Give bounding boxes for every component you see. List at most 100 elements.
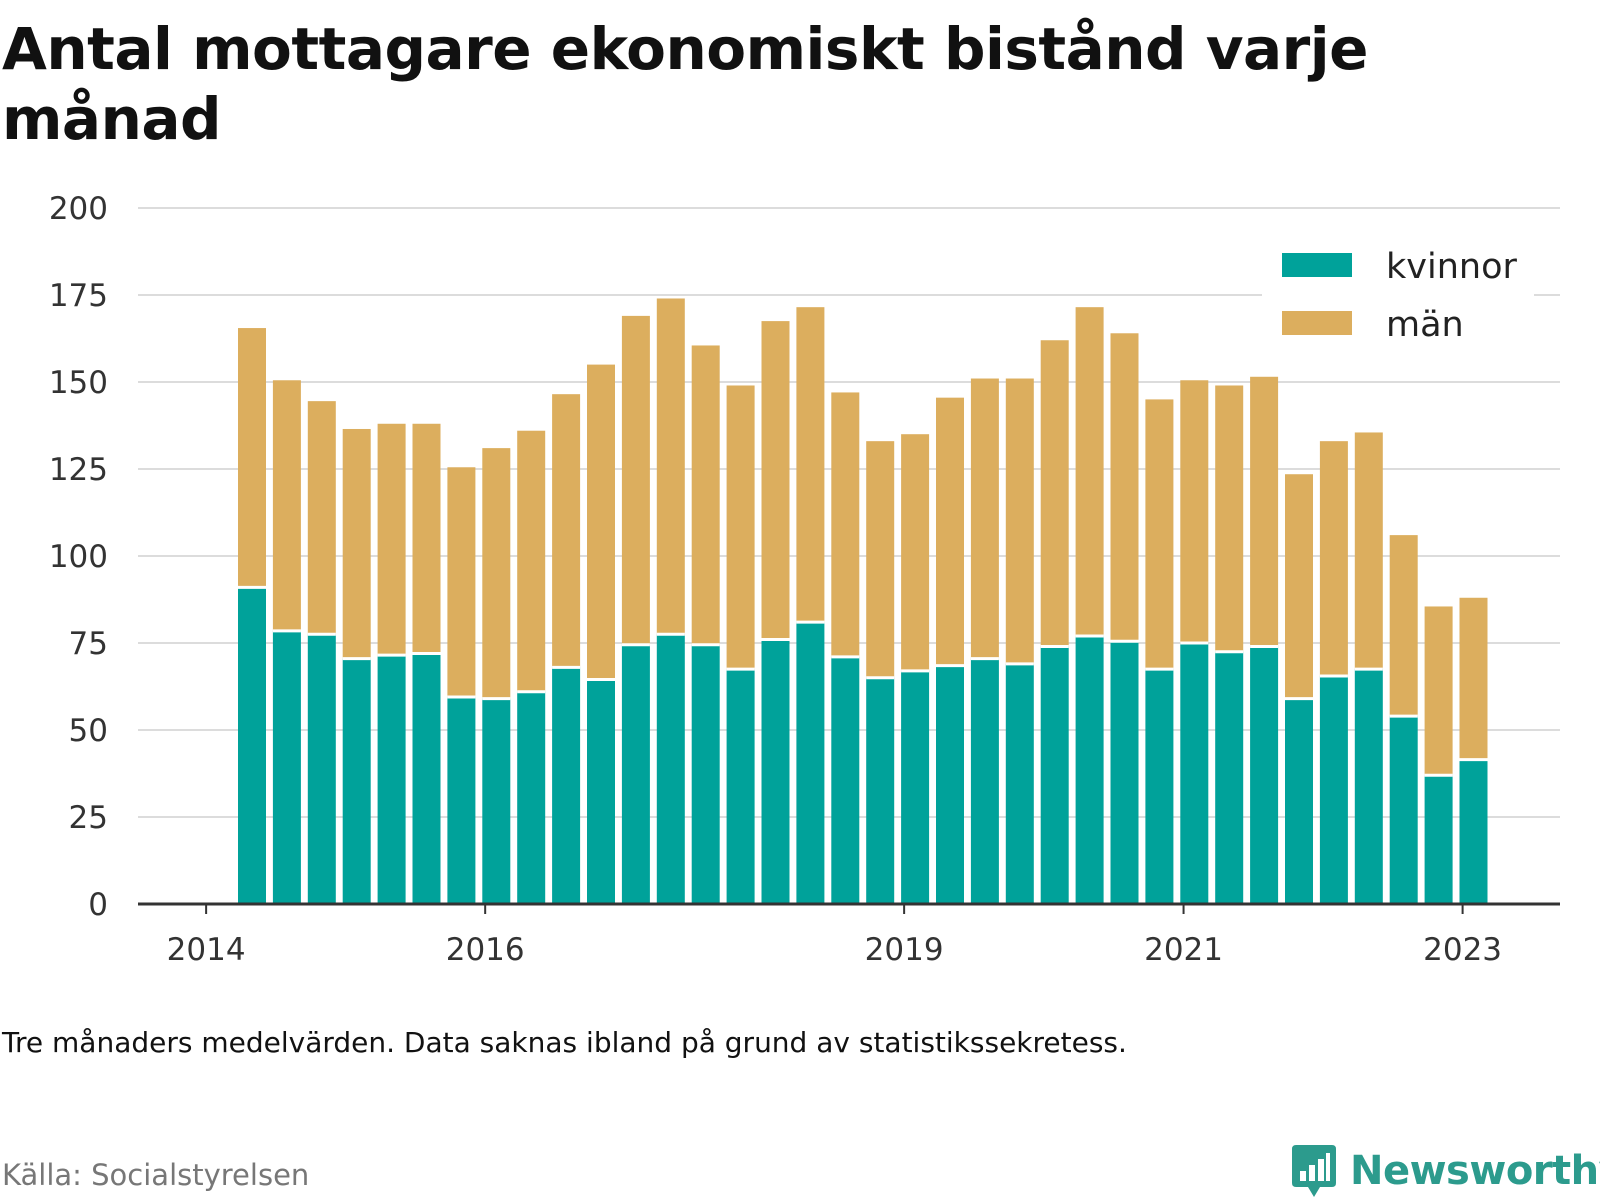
bar-man bbox=[1250, 376, 1279, 647]
bar-kvinnor bbox=[1424, 775, 1453, 904]
bar-kvinnor bbox=[1354, 669, 1383, 904]
bar-kvinnor bbox=[552, 667, 581, 904]
bar-man bbox=[1389, 535, 1418, 717]
bar-man bbox=[1319, 441, 1348, 677]
bar-man bbox=[866, 441, 895, 678]
bar-kvinnor bbox=[1319, 676, 1348, 904]
bar-kvinnor bbox=[726, 669, 755, 904]
bar-kvinnor bbox=[1040, 646, 1069, 904]
bar-man bbox=[1075, 307, 1104, 637]
bar-man bbox=[936, 397, 964, 666]
x-axis: 2014 2016 2019 2021 2023 bbox=[138, 902, 1560, 968]
bar-kvinnor bbox=[307, 634, 336, 904]
y-tick-label: 25 bbox=[69, 800, 108, 836]
bar-man bbox=[901, 434, 930, 671]
x-tick-label: 2019 bbox=[865, 932, 944, 968]
bar-man bbox=[1110, 333, 1139, 642]
bar-man bbox=[517, 430, 546, 692]
bar-man bbox=[342, 428, 371, 659]
bar-kvinnor bbox=[1389, 716, 1418, 904]
bar-kvinnor bbox=[1180, 643, 1209, 904]
x-tick-label: 2016 bbox=[446, 932, 525, 968]
y-tick-label: 100 bbox=[49, 539, 108, 575]
y-tick-label: 50 bbox=[69, 713, 108, 749]
bar-man bbox=[587, 364, 615, 680]
bar-kvinnor bbox=[1075, 636, 1104, 904]
bar-kvinnor bbox=[691, 644, 720, 904]
bar-man bbox=[272, 380, 301, 631]
y-tick-label: 0 bbox=[88, 887, 108, 923]
bar-man bbox=[307, 401, 336, 635]
bar-kvinnor bbox=[1285, 698, 1313, 904]
bar-man bbox=[552, 394, 581, 668]
bar-kvinnor bbox=[587, 679, 615, 904]
y-tick-label: 75 bbox=[69, 626, 108, 662]
bar-man bbox=[1005, 378, 1034, 664]
bar-kvinnor bbox=[621, 644, 650, 904]
bar-man bbox=[412, 423, 441, 654]
bar-kvinnor bbox=[901, 670, 930, 904]
x-tick-label: 2021 bbox=[1144, 932, 1223, 968]
bar-man bbox=[726, 385, 755, 670]
bar-kvinnor bbox=[1110, 641, 1139, 904]
bar-man bbox=[1215, 385, 1244, 652]
bar-kvinnor bbox=[1215, 651, 1244, 904]
brand-name: Newsworthy bbox=[1350, 1148, 1600, 1194]
bar-man bbox=[238, 328, 266, 588]
source-credit: Källa: Socialstyrelsen bbox=[2, 1158, 310, 1192]
chart-note: Tre månaders medelvärden. Data saknas ib… bbox=[2, 1026, 1127, 1059]
bar-man bbox=[447, 467, 476, 697]
bar-kvinnor bbox=[761, 639, 790, 904]
legend-label-kvinnor: kvinnor bbox=[1386, 247, 1517, 287]
brand-logo: Newsworthy bbox=[1290, 1140, 1600, 1202]
bar-kvinnor bbox=[796, 622, 825, 904]
chart-title: Antal mottagare ekonomiskt bistånd varje… bbox=[2, 15, 1369, 153]
y-tick-label: 175 bbox=[49, 278, 108, 314]
bar-man bbox=[656, 298, 685, 635]
bar-kvinnor bbox=[656, 634, 685, 904]
legend: kvinnor män bbox=[1262, 238, 1534, 354]
bar-kvinnor bbox=[238, 587, 266, 904]
bar-kvinnor bbox=[342, 658, 371, 904]
bar-man bbox=[621, 315, 650, 645]
x-tick-label: 2023 bbox=[1423, 932, 1502, 968]
y-axis-tick-labels: 0 25 50 75 100 125 150 175 200 bbox=[49, 191, 108, 923]
bar-man bbox=[796, 307, 825, 623]
bar-man bbox=[1459, 597, 1488, 760]
bar-kvinnor bbox=[936, 665, 964, 904]
bar-kvinnor bbox=[1145, 669, 1174, 904]
bar-man bbox=[1285, 474, 1313, 699]
y-tick-label: 200 bbox=[49, 191, 108, 227]
bar-man bbox=[482, 448, 511, 699]
bars bbox=[238, 0, 1523, 904]
y-tick-label: 125 bbox=[49, 452, 108, 488]
bar-kvinnor bbox=[447, 696, 476, 904]
bar-kvinnor bbox=[482, 698, 511, 904]
bar-man bbox=[1040, 340, 1069, 647]
bar-kvinnor bbox=[272, 630, 301, 904]
bar-kvinnor bbox=[517, 691, 546, 904]
legend-swatch-kvinnor bbox=[1282, 253, 1352, 277]
legend-swatch-man bbox=[1282, 311, 1352, 335]
bar-man bbox=[691, 345, 720, 645]
bar-man bbox=[761, 321, 790, 640]
bar-kvinnor bbox=[970, 658, 999, 904]
legend-label-man: män bbox=[1386, 305, 1464, 345]
bar-man bbox=[1145, 399, 1174, 670]
bar-kvinnor bbox=[412, 653, 441, 904]
bar-kvinnor bbox=[831, 656, 860, 904]
bar-man bbox=[1354, 432, 1383, 670]
x-tick-label: 2014 bbox=[167, 932, 246, 968]
bar-man bbox=[1424, 606, 1453, 776]
bar-kvinnor bbox=[1005, 663, 1034, 904]
newsworthy-logo-icon bbox=[1292, 1145, 1336, 1197]
bar-man bbox=[377, 423, 406, 656]
y-tick-label: 150 bbox=[49, 365, 108, 401]
bar-man bbox=[831, 392, 860, 657]
bar-kvinnor bbox=[377, 655, 406, 904]
bar-kvinnor bbox=[1250, 646, 1279, 904]
bar-kvinnor bbox=[866, 677, 895, 904]
bar-man bbox=[970, 378, 999, 659]
bar-kvinnor bbox=[1459, 759, 1488, 904]
